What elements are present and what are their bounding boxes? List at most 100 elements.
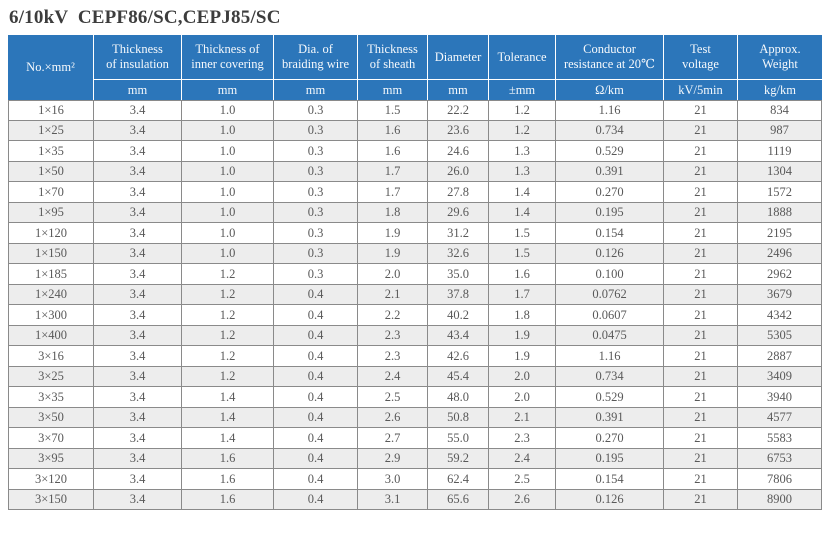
cell: 3.4 (94, 161, 182, 182)
cell: 21 (664, 469, 738, 490)
cell: 0.270 (556, 182, 664, 203)
cell: 0.126 (556, 243, 664, 264)
cell: 1×35 (8, 141, 94, 162)
cell: 2962 (738, 264, 822, 285)
cell: 29.6 (428, 202, 489, 223)
cell: 2.1 (489, 407, 556, 428)
catalog-page: 6/10kV CEPF86/SC,CEPJ85/SC No.×mm² Thickn… (8, 7, 822, 510)
table-row: 3×120 3.4 1.6 0.4 3.0 62.4 2.5 0.154 21 7806 (8, 469, 822, 490)
table-row: 3×95 3.4 1.6 0.4 2.9 59.2 2.4 0.195 21 6753 (8, 448, 822, 469)
cell: 35.0 (428, 264, 489, 285)
cell: 0.391 (556, 407, 664, 428)
cell: 3×50 (8, 407, 94, 428)
cell: 1119 (738, 141, 822, 162)
table-row: 1×25 3.4 1.0 0.3 1.6 23.6 1.2 0.734 21 987 (8, 120, 822, 141)
cell: 1.0 (182, 161, 274, 182)
cell: 1.9 (358, 243, 428, 264)
cell: 24.6 (428, 141, 489, 162)
cell: 1×240 (8, 284, 94, 305)
cell: 0.4 (274, 469, 358, 490)
cell: 0.100 (556, 264, 664, 285)
header-row-units: mm mm mm mm mm ±mm Ω/km kV/5min kg/km (8, 80, 822, 100)
cell: 3.4 (94, 428, 182, 449)
column-unit-6: ±mm (489, 80, 556, 100)
cell: 21 (664, 305, 738, 326)
cell: 3.4 (94, 243, 182, 264)
cell: 0.4 (274, 325, 358, 346)
cell: 0.126 (556, 489, 664, 510)
cell: 1.4 (182, 387, 274, 408)
cell: 1×120 (8, 223, 94, 244)
cell: 1.6 (358, 141, 428, 162)
column-header-8: Test voltage (664, 35, 738, 80)
column-unit-8: kV/5min (664, 80, 738, 100)
cell: 2.0 (358, 264, 428, 285)
cell: 3.4 (94, 346, 182, 367)
cell: 3.1 (358, 489, 428, 510)
column-header-5: Diameter (428, 35, 489, 80)
cell: 0.3 (274, 182, 358, 203)
cell: 22.2 (428, 100, 489, 121)
cell: 26.0 (428, 161, 489, 182)
column-unit-9: kg/km (738, 80, 822, 100)
column-header-1: Thickness of insulation (94, 35, 182, 80)
cell: 42.6 (428, 346, 489, 367)
column-unit-5: mm (428, 80, 489, 100)
table-row: 3×35 3.4 1.4 0.4 2.5 48.0 2.0 0.529 21 3940 (8, 387, 822, 408)
column-header-9: Approx. Weight (738, 35, 822, 80)
cell: 32.6 (428, 243, 489, 264)
cell: 1.6 (182, 448, 274, 469)
cell: 2.3 (489, 428, 556, 449)
cell: 0.3 (274, 223, 358, 244)
cell: 3.4 (94, 407, 182, 428)
cell: 1×150 (8, 243, 94, 264)
cell: 1.4 (489, 202, 556, 223)
cell: 21 (664, 284, 738, 305)
column-unit-4: mm (358, 80, 428, 100)
cell: 1.4 (182, 407, 274, 428)
cell: 3×70 (8, 428, 94, 449)
cell: 1.2 (182, 325, 274, 346)
cell: 1.16 (556, 100, 664, 121)
cell: 3.4 (94, 182, 182, 203)
table-row: 1×120 3.4 1.0 0.3 1.9 31.2 1.5 0.154 21 2195 (8, 223, 822, 244)
cell: 2.0 (489, 387, 556, 408)
cell: 3679 (738, 284, 822, 305)
cell: 21 (664, 223, 738, 244)
cell: 0.391 (556, 161, 664, 182)
cell: 1.0 (182, 243, 274, 264)
cell: 1×16 (8, 100, 94, 121)
cell: 1.4 (489, 182, 556, 203)
cell: 1×25 (8, 120, 94, 141)
cell: 0.4 (274, 428, 358, 449)
cell: 31.2 (428, 223, 489, 244)
column-header-4: Thickness of sheath (358, 35, 428, 80)
cell: 1.6 (182, 469, 274, 490)
cell: 5305 (738, 325, 822, 346)
cell: 987 (738, 120, 822, 141)
table-row: 1×70 3.4 1.0 0.3 1.7 27.8 1.4 0.270 21 1572 (8, 182, 822, 203)
cell: 3.4 (94, 264, 182, 285)
cell: 1.9 (489, 346, 556, 367)
cell: 2.4 (489, 448, 556, 469)
cell: 1×95 (8, 202, 94, 223)
cell: 43.4 (428, 325, 489, 346)
cell: 1×185 (8, 264, 94, 285)
cell: 1.6 (489, 264, 556, 285)
cell: 0.3 (274, 161, 358, 182)
cell: 21 (664, 366, 738, 387)
cell: 3.4 (94, 325, 182, 346)
table-header: No.×mm² Thickness of insulation Thickness … (8, 35, 822, 100)
cell: 0.4 (274, 489, 358, 510)
cell: 0.195 (556, 448, 664, 469)
cell: 3940 (738, 387, 822, 408)
cell: 5583 (738, 428, 822, 449)
cell: 1.6 (182, 489, 274, 510)
column-unit-7: Ω/km (556, 80, 664, 100)
table-body: 1×16 3.4 1.0 0.3 1.5 22.2 1.2 1.16 21 834 1×25 3.4 1… (8, 100, 822, 510)
cell: 1.0 (182, 141, 274, 162)
cell: 50.8 (428, 407, 489, 428)
table-row: 1×95 3.4 1.0 0.3 1.8 29.6 1.4 0.195 21 1888 (8, 202, 822, 223)
table-row: 3×150 3.4 1.6 0.4 3.1 65.6 2.6 0.126 21 8900 (8, 489, 822, 510)
cell: 0.3 (274, 120, 358, 141)
